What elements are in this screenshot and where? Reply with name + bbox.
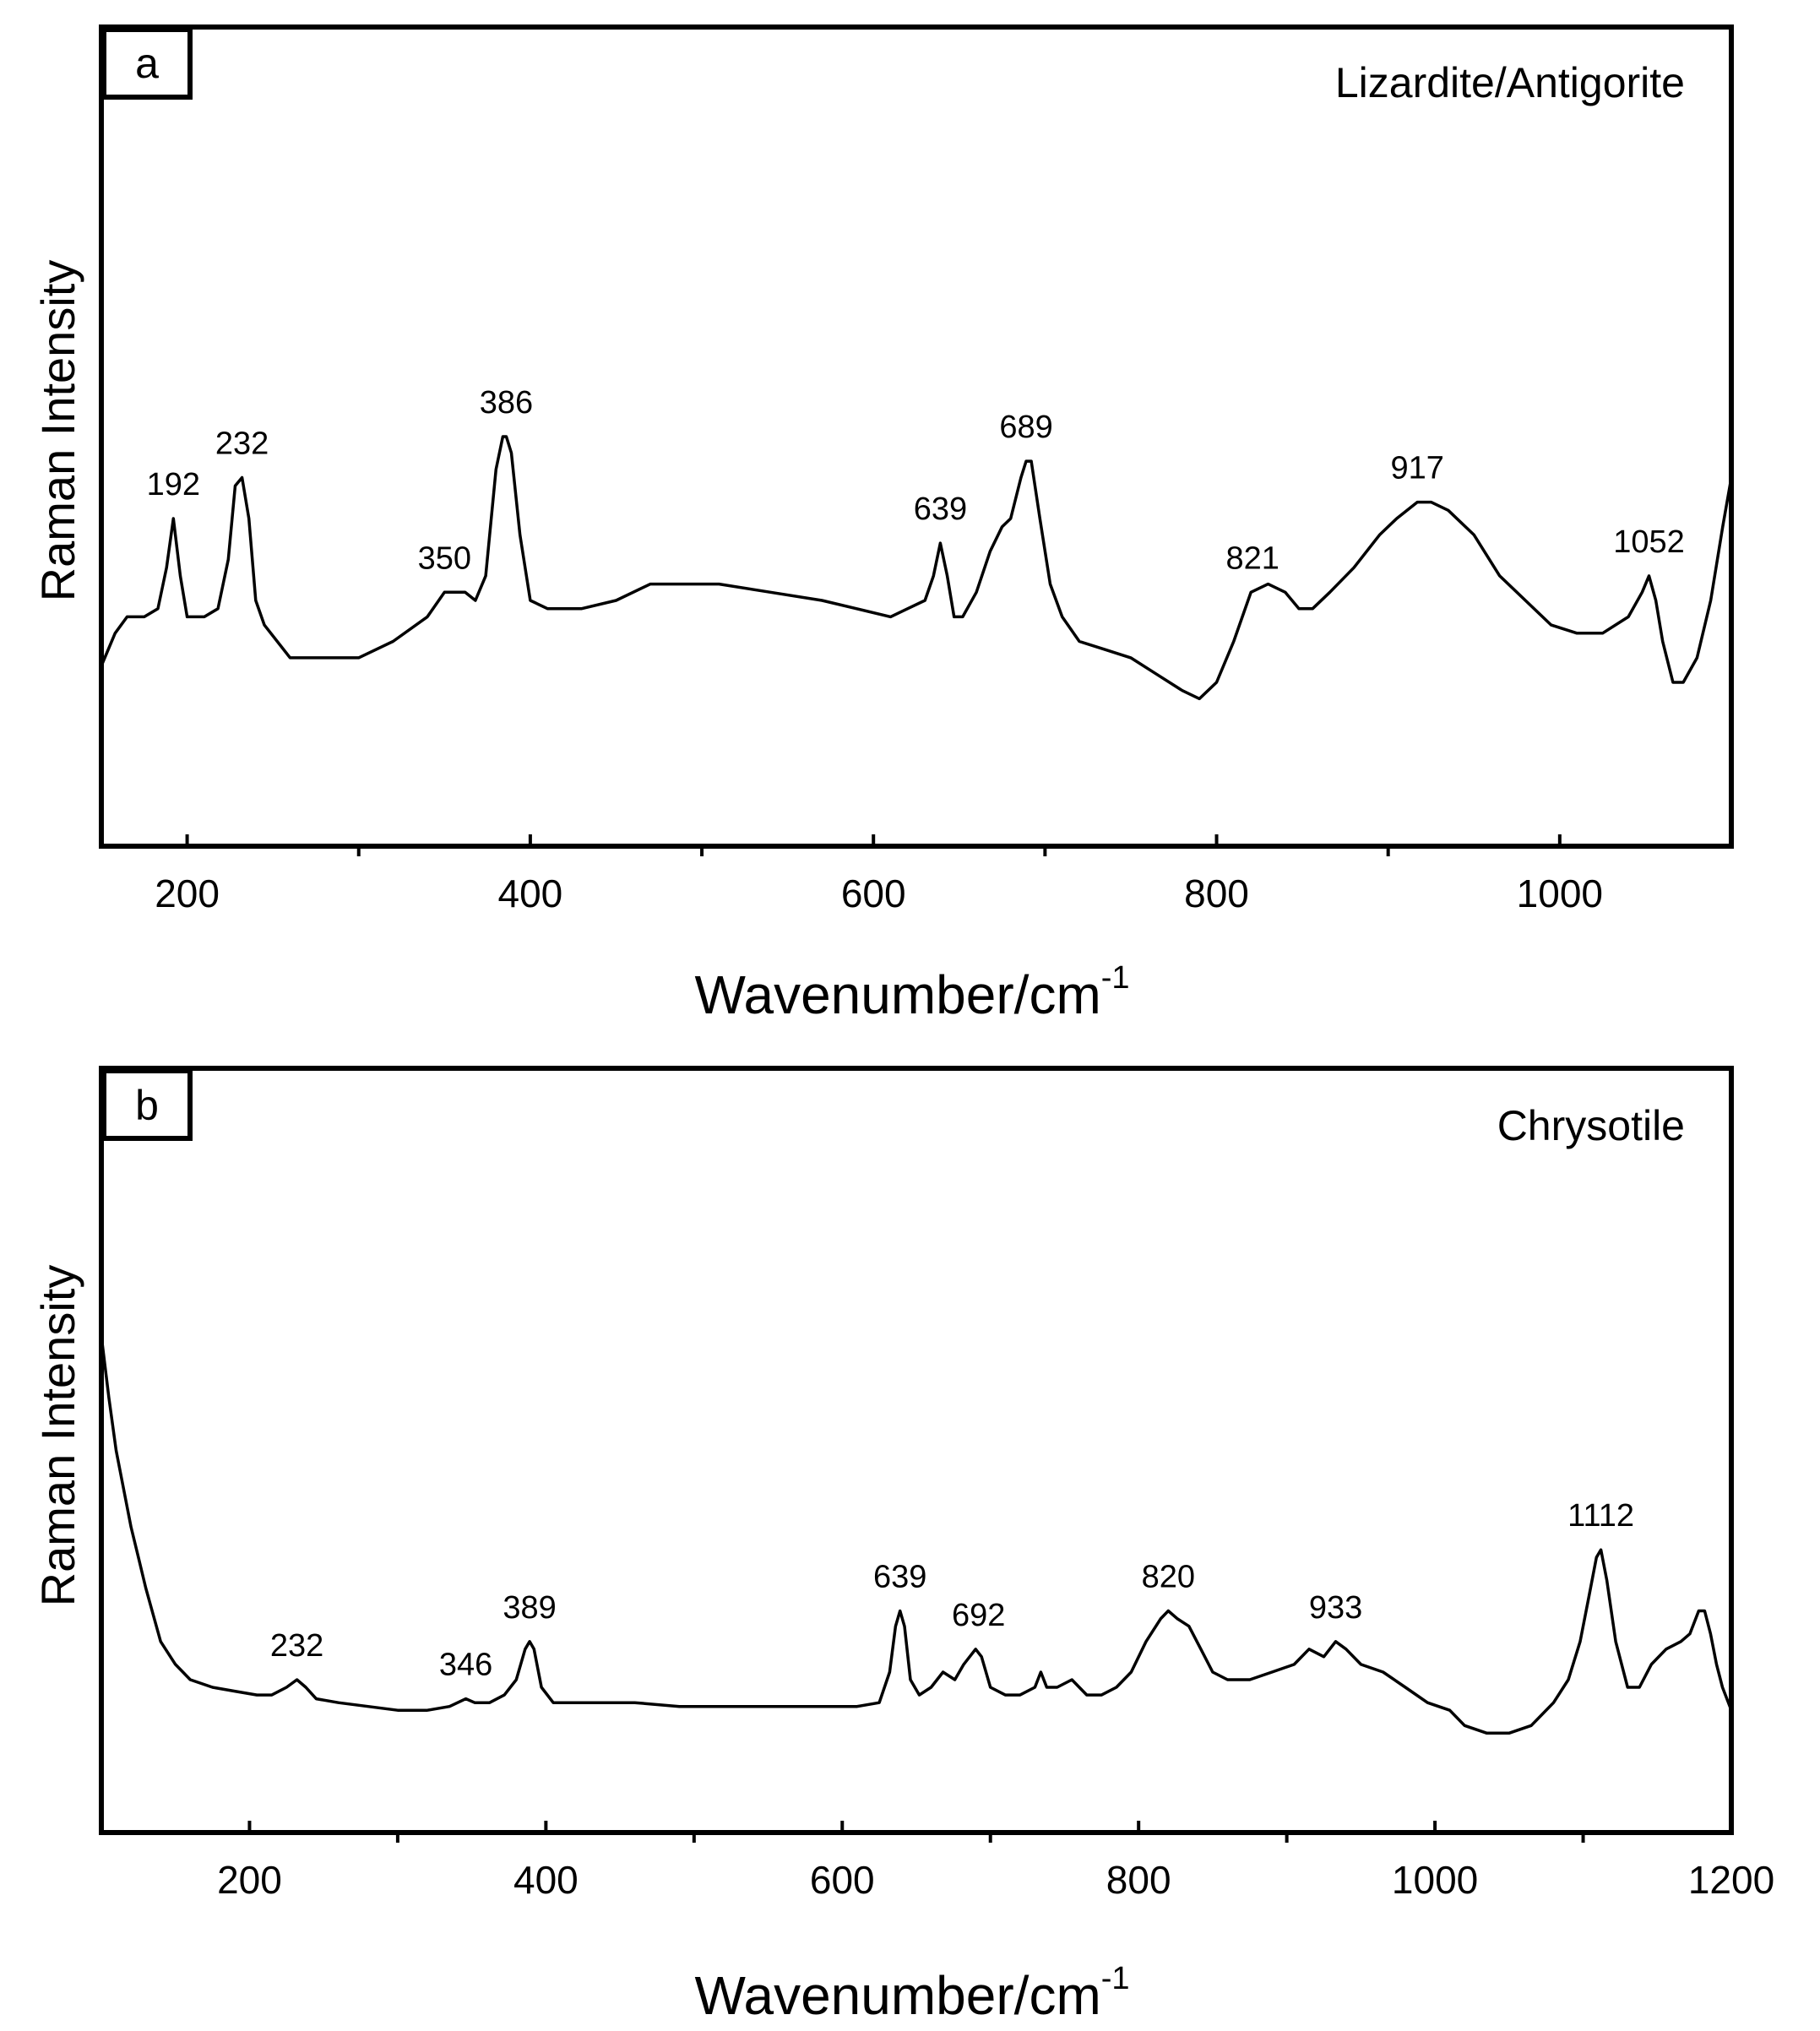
peak-label: 389	[503, 1590, 556, 1626]
panel-a-x-tick-labels: 200 400 600 800 1000	[155, 872, 1603, 915]
x-tick-label: 600	[841, 872, 906, 915]
x-tick-label: 800	[1106, 1858, 1171, 1902]
panel-b-plot-frame	[99, 1066, 1734, 1835]
x-tick-label: 1200	[1688, 1858, 1774, 1902]
x-tick-label: 1000	[1392, 1858, 1478, 1902]
peak-label: 933	[1309, 1590, 1362, 1626]
x-tick-label: 400	[498, 872, 563, 915]
panel-b-x-axis-label-main: Wavenumber/cm	[694, 1965, 1100, 2026]
panel-b-spectrum-line	[100, 1335, 1733, 1735]
peak-label: 820	[1142, 1560, 1195, 1595]
panel-a-x-axis-label-main: Wavenumber/cm	[694, 964, 1100, 1025]
panel-a-x-axis-label: Wavenumber/cm-1	[694, 960, 1129, 1025]
panel-b-label-box: b	[101, 1068, 193, 1141]
peak-label: 1112	[1567, 1498, 1634, 1534]
x-tick-label: 1000	[1517, 872, 1603, 915]
x-tick-label: 200	[155, 872, 220, 915]
panel-a-title: Lizardite/Antigorite	[1335, 59, 1685, 106]
panel-b-label: b	[135, 1082, 159, 1129]
panel-b-x-ticks	[247, 1821, 1733, 1843]
panel-b-label-frame	[101, 1068, 193, 1141]
panel-b-x-axis-label: Wavenumber/cm-1	[694, 1961, 1129, 2026]
panel-a-label-box: a	[101, 27, 193, 100]
panel-a-plot-frame	[99, 24, 1734, 849]
x-tick-label: 800	[1184, 872, 1249, 915]
panel-a-x-axis-label-sup: -1	[1101, 960, 1130, 996]
peak-label: 386	[480, 385, 533, 421]
panel-b-chrysotile: b Chrysotile Raman Intensity 200 400 600 80…	[31, 1066, 1774, 2026]
peak-label: 639	[914, 491, 967, 527]
panel-a-spectrum-line	[100, 435, 1733, 701]
peak-label: 346	[439, 1648, 492, 1683]
panel-a-label: a	[135, 40, 159, 87]
peak-label: 232	[270, 1628, 323, 1664]
peak-label: 692	[952, 1598, 1005, 1633]
x-tick-label: 600	[810, 1858, 875, 1902]
panel-b-x-tick-labels: 200 400 600 800 1000 1200	[217, 1858, 1774, 1902]
panel-a-label-frame	[101, 27, 193, 100]
peak-label: 192	[147, 467, 200, 502]
panel-a-y-axis-label: Raman Intensity	[31, 260, 84, 602]
panel-a-lizardite-antigorite: a Lizardite/Antigorite Raman Intensity 2…	[31, 24, 1734, 1025]
panel-b-x-axis-label-sup: -1	[1101, 1961, 1130, 1996]
peak-label: 639	[873, 1560, 926, 1595]
peak-label: 232	[215, 426, 269, 462]
peak-label: 1052	[1613, 524, 1685, 560]
x-tick-label: 400	[513, 1858, 579, 1902]
panel-a-x-ticks	[185, 834, 1562, 856]
panel-b-y-axis-label: Raman Intensity	[31, 1265, 84, 1607]
panel-b-title: Chrysotile	[1497, 1102, 1685, 1149]
panel-b-peak-labels: 232 346 389 639 692 820 933 1112	[270, 1498, 1634, 1682]
peak-label: 917	[1391, 451, 1444, 486]
panel-a-peak-labels: 192 232 350 386 639 689 821 917 1052	[147, 385, 1685, 576]
peak-label: 350	[418, 540, 471, 576]
peak-label: 821	[1225, 540, 1279, 576]
x-tick-label: 200	[217, 1858, 282, 1902]
peak-label: 689	[999, 410, 1052, 445]
